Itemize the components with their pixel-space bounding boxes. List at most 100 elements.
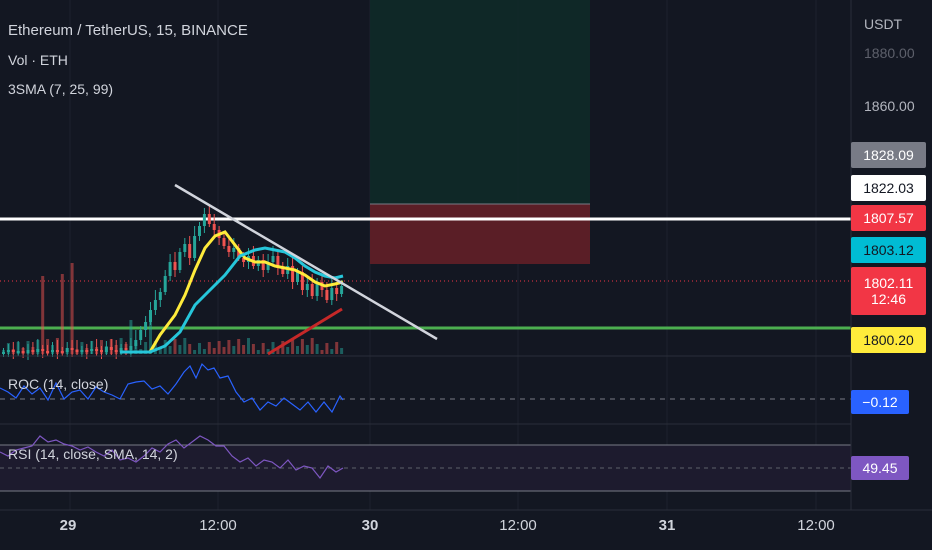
volume-bar: [217, 341, 221, 354]
volume-bar: [325, 343, 329, 354]
price-tick-1860: 1860.00: [864, 98, 915, 114]
candle: [340, 286, 344, 294]
volume-bar: [222, 347, 226, 354]
volume-bar: [173, 339, 177, 354]
candle: [237, 248, 241, 258]
volume-bar: [207, 342, 211, 354]
last-price-tag: 1802.11 12:46: [851, 267, 926, 315]
candle: [212, 224, 216, 230]
candle: [232, 248, 236, 252]
volume-bar: [31, 347, 35, 354]
time-label-29: 29: [59, 517, 77, 534]
volume-bar: [70, 263, 74, 354]
volume-bar: [11, 349, 15, 354]
candlestick-series: [2, 206, 344, 360]
candle: [158, 292, 162, 300]
time-label-1200-a: 12:00: [199, 517, 237, 534]
rsi-value-tag: 49.45: [851, 456, 909, 480]
stop-zone[interactable]: [370, 204, 590, 264]
candle: [335, 288, 339, 294]
candle: [222, 238, 226, 246]
candle: [153, 300, 157, 310]
descending-trendline[interactable]: [174, 183, 438, 341]
price-tag-1822: 1822.03: [851, 175, 926, 201]
volume-bar: [227, 340, 231, 354]
candle: [173, 262, 177, 270]
price-tag-1828: 1828.09: [851, 142, 926, 168]
candle: [227, 246, 231, 252]
candle: [276, 256, 280, 268]
volume-bar: [85, 348, 89, 354]
volume-bar: [261, 343, 265, 354]
volume-bar: [188, 344, 192, 354]
sma-7-line: [120, 230, 344, 354]
volume-bar: [134, 343, 138, 354]
volume-bar: [104, 346, 108, 354]
candle: [291, 266, 295, 282]
volume-bar: [291, 340, 295, 354]
volume-bar: [36, 340, 40, 354]
volume-bar: [55, 338, 59, 354]
volume-bar: [256, 350, 260, 354]
candle: [305, 284, 309, 290]
rsi-indicator-label[interactable]: RSI (14, close, SMA, 14, 2): [8, 446, 178, 462]
volume-bar: [90, 341, 94, 354]
volume-bar: [149, 318, 152, 354]
currency-label[interactable]: USDT: [864, 16, 903, 32]
candle: [207, 214, 211, 224]
candle: [183, 244, 187, 252]
volume-bar: [276, 348, 280, 354]
volume-bar: [46, 339, 50, 354]
candle: [202, 214, 206, 226]
candle: [242, 258, 246, 262]
candle-countdown: 12:46: [870, 291, 907, 307]
roc-indicator-label[interactable]: ROC (14, close): [8, 376, 109, 392]
candle: [310, 284, 314, 296]
volume-bar: [65, 350, 69, 354]
ascending-trendline[interactable]: [267, 307, 343, 356]
volume-bar: [237, 339, 241, 354]
volume-bar: [41, 276, 45, 354]
volume-bar: [26, 341, 30, 354]
candle: [139, 330, 143, 340]
volume-bar: [247, 338, 250, 354]
sma-indicator-label[interactable]: 3SMA (7, 25, 99): [8, 81, 114, 97]
volume-bar: [198, 343, 201, 354]
volume-bar: [21, 348, 25, 354]
candle: [325, 290, 329, 300]
candle: [300, 272, 304, 290]
time-label-1200-b: 12:00: [499, 517, 537, 534]
volume-bar: [335, 342, 339, 354]
price-tag-1803: 1803.12: [851, 237, 926, 263]
volume-bar: [300, 339, 304, 354]
candle: [266, 262, 270, 270]
rsi-line: [0, 435, 344, 480]
volume-bar: [80, 342, 84, 354]
volume-bar: [212, 348, 216, 354]
volume-bar: [100, 340, 103, 354]
roc-value-tag: −0.12: [851, 390, 909, 414]
volume-bar: [320, 350, 324, 354]
volume-bar: [330, 349, 334, 354]
candle: [144, 322, 148, 330]
volume-indicator-label[interactable]: Vol · ETH: [8, 52, 68, 68]
time-label-30: 30: [361, 517, 379, 534]
volume-bar: [158, 347, 162, 354]
volume-bar: [6, 343, 10, 354]
candle: [315, 282, 319, 296]
price-tag-1800: 1800.20: [851, 327, 926, 353]
candle: [178, 252, 182, 270]
volume-bar: [95, 347, 99, 354]
volume-bar: [271, 342, 275, 354]
candle: [330, 288, 334, 300]
candle: [163, 276, 167, 292]
candle: [281, 268, 285, 274]
target-zone[interactable]: [370, 0, 590, 204]
volume-bar: [340, 348, 344, 354]
volume-bar: [202, 349, 206, 354]
candle: [271, 256, 275, 262]
volume-bar: [119, 338, 123, 354]
candle: [149, 310, 152, 322]
symbol-title[interactable]: Ethereum / TetherUS, 15, BINANCE: [8, 22, 248, 39]
